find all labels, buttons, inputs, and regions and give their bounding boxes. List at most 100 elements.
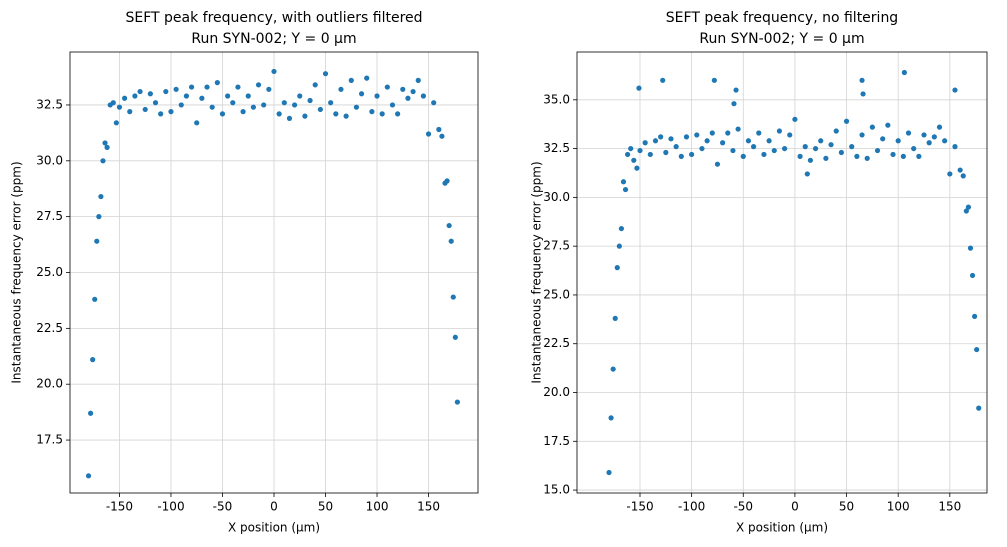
point bbox=[880, 136, 886, 142]
point bbox=[642, 140, 648, 146]
point bbox=[620, 179, 627, 185]
point bbox=[358, 91, 365, 97]
point bbox=[807, 157, 814, 163]
point bbox=[410, 88, 416, 95]
point bbox=[663, 149, 669, 156]
point bbox=[240, 109, 246, 115]
point bbox=[266, 86, 272, 92]
point bbox=[750, 144, 757, 150]
point bbox=[219, 111, 226, 117]
point bbox=[974, 346, 980, 353]
point bbox=[812, 145, 819, 152]
point bbox=[833, 128, 839, 134]
x-tick-label: -150 bbox=[626, 500, 653, 514]
point bbox=[618, 225, 625, 232]
point bbox=[292, 102, 298, 108]
point bbox=[916, 153, 922, 159]
point bbox=[96, 214, 102, 220]
point bbox=[771, 147, 777, 154]
point bbox=[281, 100, 287, 106]
point bbox=[338, 86, 344, 92]
point bbox=[374, 93, 380, 99]
y-tick-label: 17.5 bbox=[543, 434, 570, 448]
point bbox=[312, 82, 318, 88]
y-tick-label: 22.5 bbox=[36, 321, 63, 335]
point bbox=[127, 109, 133, 115]
x-tick-label: 0 bbox=[270, 500, 278, 514]
point bbox=[98, 193, 104, 200]
point bbox=[942, 138, 948, 144]
point bbox=[209, 104, 215, 110]
y-tick-label: 22.5 bbox=[543, 336, 570, 350]
x-tick-label: 100 bbox=[366, 500, 389, 514]
point bbox=[614, 265, 620, 271]
point bbox=[448, 238, 454, 244]
point bbox=[147, 91, 153, 97]
point bbox=[322, 71, 329, 77]
x-axis-label: X position (μm) bbox=[736, 521, 828, 535]
point bbox=[439, 133, 445, 139]
y-tick-label: 30.0 bbox=[36, 153, 63, 167]
point bbox=[317, 106, 323, 113]
point bbox=[787, 132, 793, 138]
point bbox=[104, 144, 110, 150]
point bbox=[885, 122, 891, 128]
point bbox=[652, 138, 659, 144]
x-tick-label: -50 bbox=[733, 500, 753, 514]
point bbox=[102, 140, 108, 146]
point bbox=[343, 113, 349, 119]
point bbox=[255, 82, 262, 88]
point bbox=[628, 145, 634, 152]
point bbox=[730, 147, 736, 154]
point bbox=[444, 178, 450, 184]
x-axis-label: X position (μm) bbox=[228, 521, 320, 535]
point bbox=[333, 111, 339, 117]
y-tick-label: 20.0 bbox=[36, 377, 63, 391]
point bbox=[364, 75, 370, 81]
point bbox=[400, 86, 406, 92]
point bbox=[446, 222, 452, 229]
point bbox=[823, 155, 829, 161]
point bbox=[395, 111, 401, 117]
point bbox=[369, 109, 375, 115]
point bbox=[802, 144, 808, 150]
point bbox=[947, 171, 953, 177]
point bbox=[425, 131, 432, 137]
y-tick-label: 25.0 bbox=[543, 287, 570, 301]
point bbox=[163, 88, 169, 95]
axes-frame bbox=[69, 51, 479, 494]
point bbox=[183, 93, 190, 99]
chart-subtitle: Run SYN-002; Y = 0 μm bbox=[699, 31, 864, 47]
point bbox=[972, 313, 978, 320]
point bbox=[307, 97, 313, 104]
point bbox=[720, 140, 726, 146]
point bbox=[286, 115, 293, 121]
y-tick-label: 17.5 bbox=[36, 433, 63, 447]
point bbox=[204, 84, 210, 90]
x-tick-label: -100 bbox=[678, 500, 705, 514]
point bbox=[709, 130, 715, 136]
point bbox=[936, 124, 943, 130]
point bbox=[297, 93, 303, 99]
point bbox=[178, 102, 184, 108]
point bbox=[900, 153, 906, 159]
point bbox=[622, 186, 629, 193]
y-tick-label: 35.0 bbox=[543, 92, 570, 106]
point bbox=[761, 151, 767, 158]
point bbox=[711, 77, 717, 83]
point bbox=[921, 132, 927, 138]
point bbox=[100, 158, 106, 164]
point bbox=[137, 88, 143, 95]
point bbox=[452, 334, 458, 340]
point bbox=[142, 106, 148, 113]
point bbox=[864, 155, 870, 161]
point bbox=[85, 473, 92, 479]
point bbox=[735, 126, 741, 132]
point bbox=[261, 102, 267, 108]
point bbox=[854, 153, 860, 159]
point bbox=[673, 144, 679, 150]
point bbox=[859, 132, 865, 138]
x-tick-label: 0 bbox=[791, 500, 799, 514]
point bbox=[869, 124, 875, 130]
